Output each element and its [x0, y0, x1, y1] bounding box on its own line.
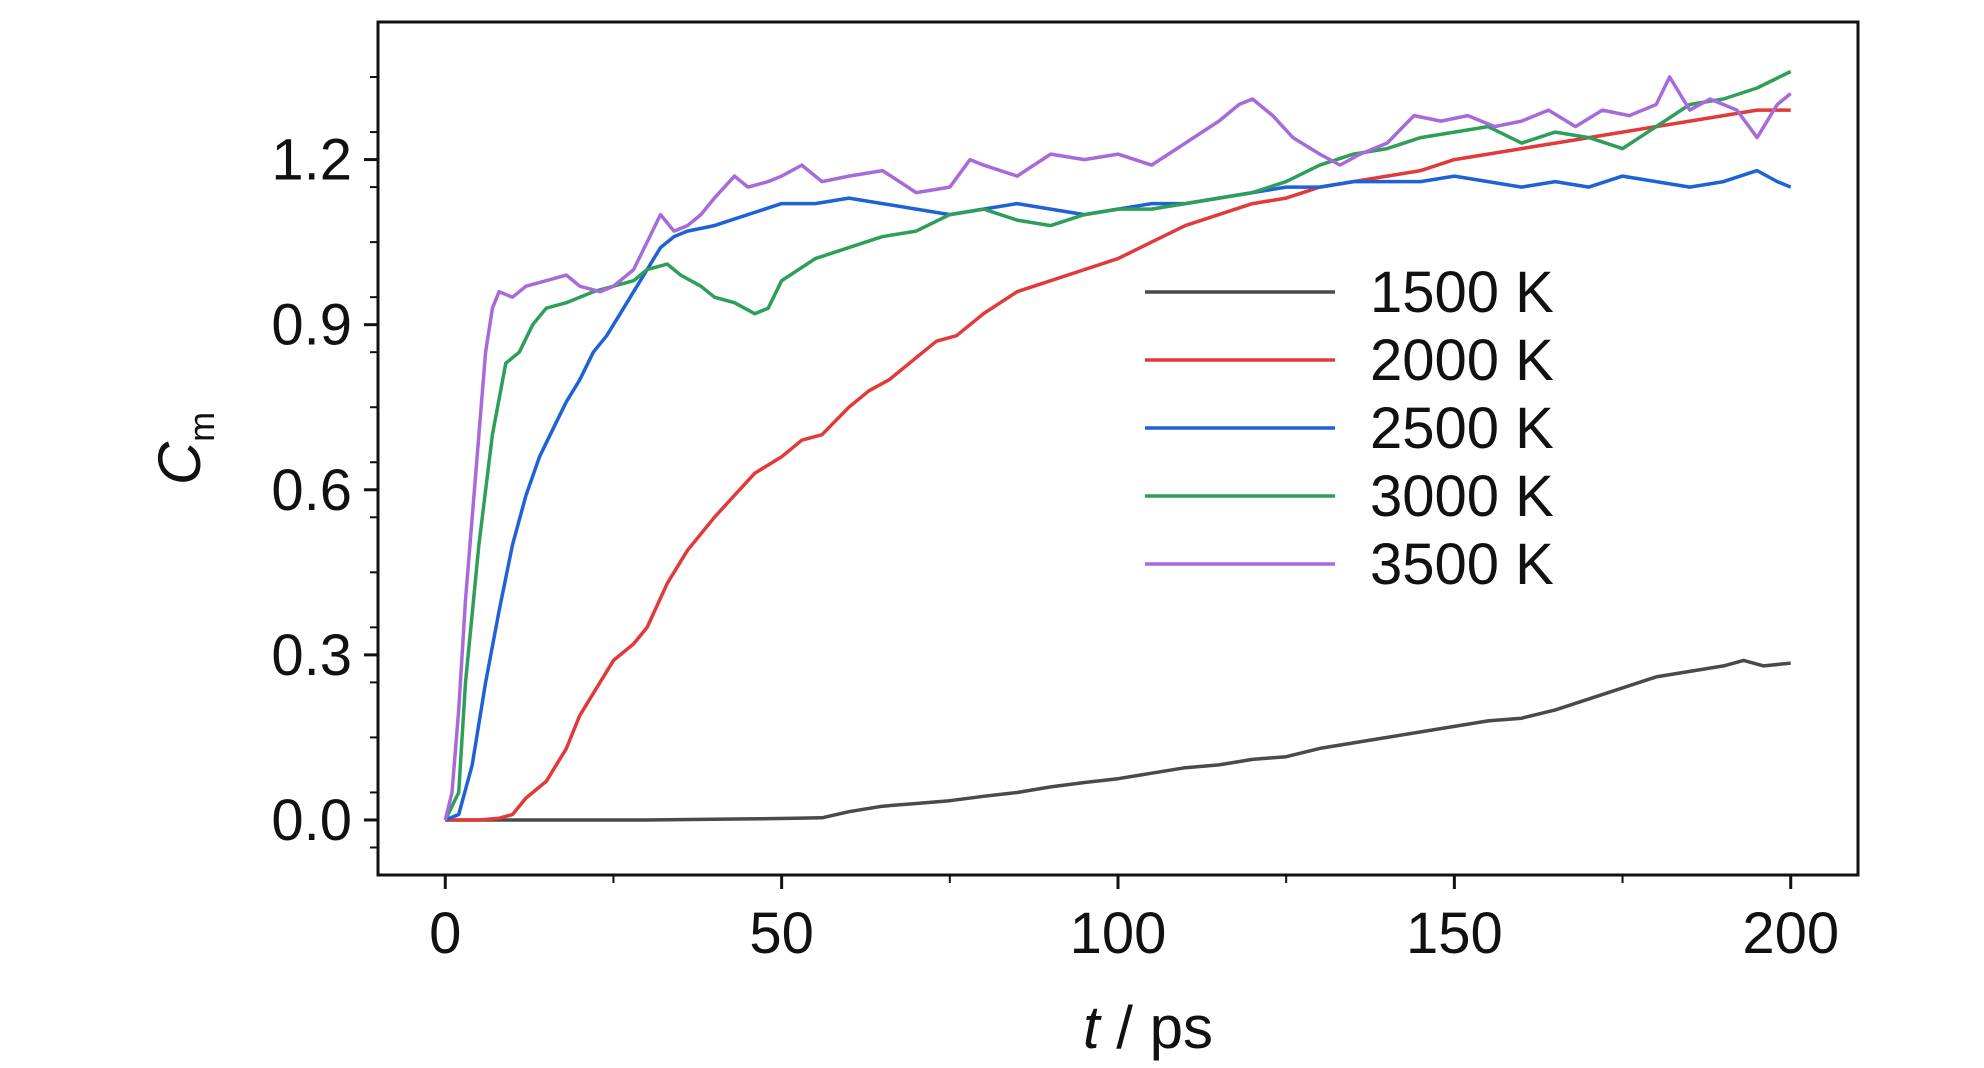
x-tick-label: 200: [1742, 901, 1839, 966]
y-tick-label: 1.2: [271, 128, 352, 193]
series-line-3000-k: [443, 69, 1792, 821]
legend-label: 3500 K: [1370, 532, 1554, 597]
y-axis-title-subscript: m: [181, 412, 222, 442]
y-axis-title-main: C: [146, 441, 213, 485]
x-axis-title-unit: / ps: [1100, 994, 1213, 1061]
series-line-3500-k: [443, 75, 1792, 821]
legend-label: 2000 K: [1370, 328, 1554, 393]
legend-label: 3000 K: [1370, 464, 1554, 529]
y-axis-ticks: 0.0 0.3 0.6 0.9 1.2: [271, 76, 378, 853]
legend-label: 1500 K: [1370, 260, 1554, 325]
y-tick-label: 0.0: [271, 788, 352, 853]
series-layer: [443, 69, 1792, 822]
plot-frame: [376, 20, 1860, 877]
x-axis-ticks: 0 50 100 150 200: [429, 875, 1839, 966]
x-axis-title-italic: t: [1083, 994, 1102, 1061]
series-line-1500-k: [445, 658, 1791, 822]
x-tick-label: 50: [749, 901, 814, 966]
x-axis-title: t / ps: [1083, 994, 1213, 1061]
y-tick-label: 0.9: [271, 293, 352, 358]
x-tick-label: 100: [1070, 901, 1167, 966]
x-tick-label: 150: [1406, 901, 1503, 966]
x-tick-label: 0: [429, 901, 461, 966]
y-tick-label: 0.6: [271, 458, 352, 523]
series-line-2000-k: [445, 108, 1791, 822]
y-axis-title: Cm: [146, 412, 222, 485]
y-tick-label: 0.3: [271, 623, 352, 688]
legend-label: 2500 K: [1370, 396, 1554, 461]
